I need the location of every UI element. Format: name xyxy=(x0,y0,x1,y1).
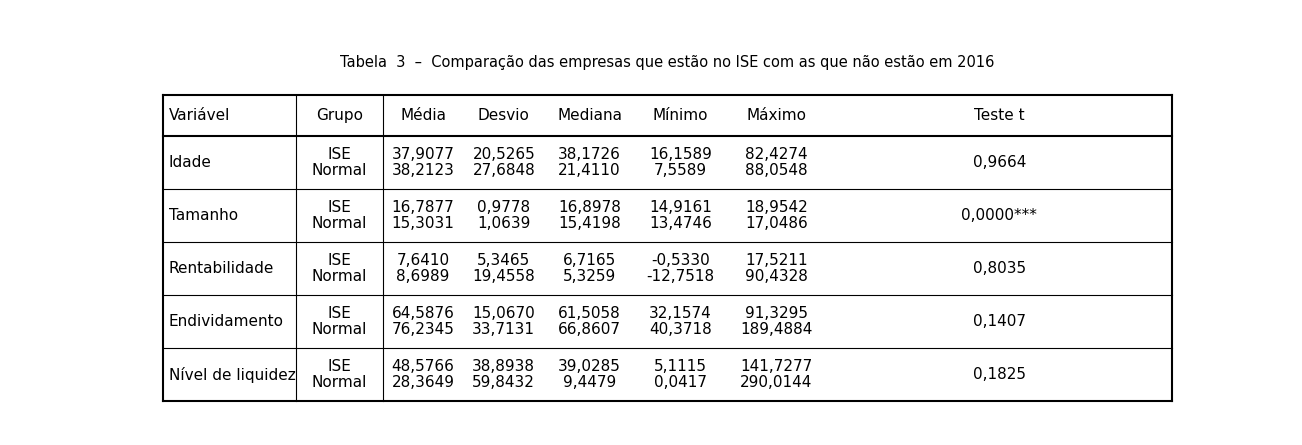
Text: Idade: Idade xyxy=(169,155,212,170)
Text: ISE: ISE xyxy=(327,200,352,215)
Text: Normal: Normal xyxy=(311,216,367,231)
Text: 66,8607: 66,8607 xyxy=(559,322,621,337)
Text: 61,5058: 61,5058 xyxy=(559,306,621,321)
Text: 21,4110: 21,4110 xyxy=(559,163,621,178)
Text: -12,7518: -12,7518 xyxy=(646,269,715,284)
Text: Mediana: Mediana xyxy=(557,108,622,122)
Text: 0,0417: 0,0417 xyxy=(654,375,707,390)
Text: 33,7131: 33,7131 xyxy=(473,322,535,337)
Text: 290,0144: 290,0144 xyxy=(740,375,812,390)
Text: 9,4479: 9,4479 xyxy=(562,375,616,390)
Text: 8,6989: 8,6989 xyxy=(396,269,449,284)
Text: 0,8035: 0,8035 xyxy=(973,261,1026,276)
Text: 16,1589: 16,1589 xyxy=(648,147,712,162)
Text: 13,4746: 13,4746 xyxy=(648,216,712,231)
Text: 76,2345: 76,2345 xyxy=(392,322,454,337)
Text: Nível de liquidez: Nível de liquidez xyxy=(169,367,296,383)
Text: 88,0548: 88,0548 xyxy=(745,163,807,178)
Text: 39,0285: 39,0285 xyxy=(559,359,621,374)
Text: 17,0486: 17,0486 xyxy=(745,216,807,231)
Text: 0,0000***: 0,0000*** xyxy=(961,208,1038,223)
Text: 48,5766: 48,5766 xyxy=(392,359,454,374)
Text: 28,3649: 28,3649 xyxy=(392,375,454,390)
Text: 15,0670: 15,0670 xyxy=(473,306,535,321)
Text: 18,9542: 18,9542 xyxy=(745,200,807,215)
Text: Endividamento: Endividamento xyxy=(169,314,284,329)
Text: 19,4558: 19,4558 xyxy=(473,269,535,284)
Text: 90,4328: 90,4328 xyxy=(745,269,807,284)
Text: 32,1574: 32,1574 xyxy=(648,306,712,321)
Text: 91,3295: 91,3295 xyxy=(745,306,807,321)
Text: 40,3718: 40,3718 xyxy=(648,322,712,337)
Text: Normal: Normal xyxy=(311,163,367,178)
Text: 20,5265: 20,5265 xyxy=(473,147,535,162)
Text: 141,7277: 141,7277 xyxy=(740,359,812,374)
Text: Normal: Normal xyxy=(311,322,367,337)
Text: 0,9664: 0,9664 xyxy=(973,155,1026,170)
Text: Teste t: Teste t xyxy=(974,108,1025,122)
Text: Grupo: Grupo xyxy=(316,108,363,122)
Text: 16,8978: 16,8978 xyxy=(559,200,621,215)
Text: Normal: Normal xyxy=(311,375,367,390)
Text: Mínimo: Mínimo xyxy=(652,108,708,122)
Text: Variável: Variável xyxy=(169,108,230,122)
Text: Desvio: Desvio xyxy=(478,108,530,122)
Text: 16,7877: 16,7877 xyxy=(392,200,454,215)
Text: 7,6410: 7,6410 xyxy=(397,253,449,268)
Text: 38,2123: 38,2123 xyxy=(392,163,454,178)
Text: 5,3259: 5,3259 xyxy=(562,269,616,284)
Text: ISE: ISE xyxy=(327,359,352,374)
Text: 189,4884: 189,4884 xyxy=(740,322,812,337)
Text: 64,5876: 64,5876 xyxy=(392,306,454,321)
Text: Máximo: Máximo xyxy=(746,108,806,122)
Text: 6,7165: 6,7165 xyxy=(562,253,616,268)
Text: Média: Média xyxy=(400,108,447,122)
Text: Normal: Normal xyxy=(311,269,367,284)
Text: 5,1115: 5,1115 xyxy=(654,359,707,374)
Text: 37,9077: 37,9077 xyxy=(392,147,454,162)
Text: Rentabilidade: Rentabilidade xyxy=(169,261,275,276)
Text: 38,1726: 38,1726 xyxy=(559,147,621,162)
Text: 14,9161: 14,9161 xyxy=(648,200,712,215)
Text: 17,5211: 17,5211 xyxy=(745,253,807,268)
Text: 5,3465: 5,3465 xyxy=(478,253,530,268)
Text: Tabela  3  –  Comparação das empresas que estão no ISE com as que não estão em 2: Tabela 3 – Comparação das empresas que e… xyxy=(340,55,995,70)
Text: ISE: ISE xyxy=(327,306,352,321)
Text: ISE: ISE xyxy=(327,253,352,268)
Text: 1,0639: 1,0639 xyxy=(477,216,530,231)
Text: 15,4198: 15,4198 xyxy=(559,216,621,231)
Text: 82,4274: 82,4274 xyxy=(745,147,807,162)
Text: 38,8938: 38,8938 xyxy=(473,359,535,374)
Text: ISE: ISE xyxy=(327,147,352,162)
Text: -0,5330: -0,5330 xyxy=(651,253,710,268)
Text: 15,3031: 15,3031 xyxy=(392,216,454,231)
Text: Tamanho: Tamanho xyxy=(169,208,238,223)
Text: 0,9778: 0,9778 xyxy=(478,200,530,215)
Text: 0,1825: 0,1825 xyxy=(973,367,1026,382)
Text: 7,5589: 7,5589 xyxy=(654,163,707,178)
Text: 0,1407: 0,1407 xyxy=(973,314,1026,329)
Text: 27,6848: 27,6848 xyxy=(473,163,535,178)
Text: 59,8432: 59,8432 xyxy=(473,375,535,390)
